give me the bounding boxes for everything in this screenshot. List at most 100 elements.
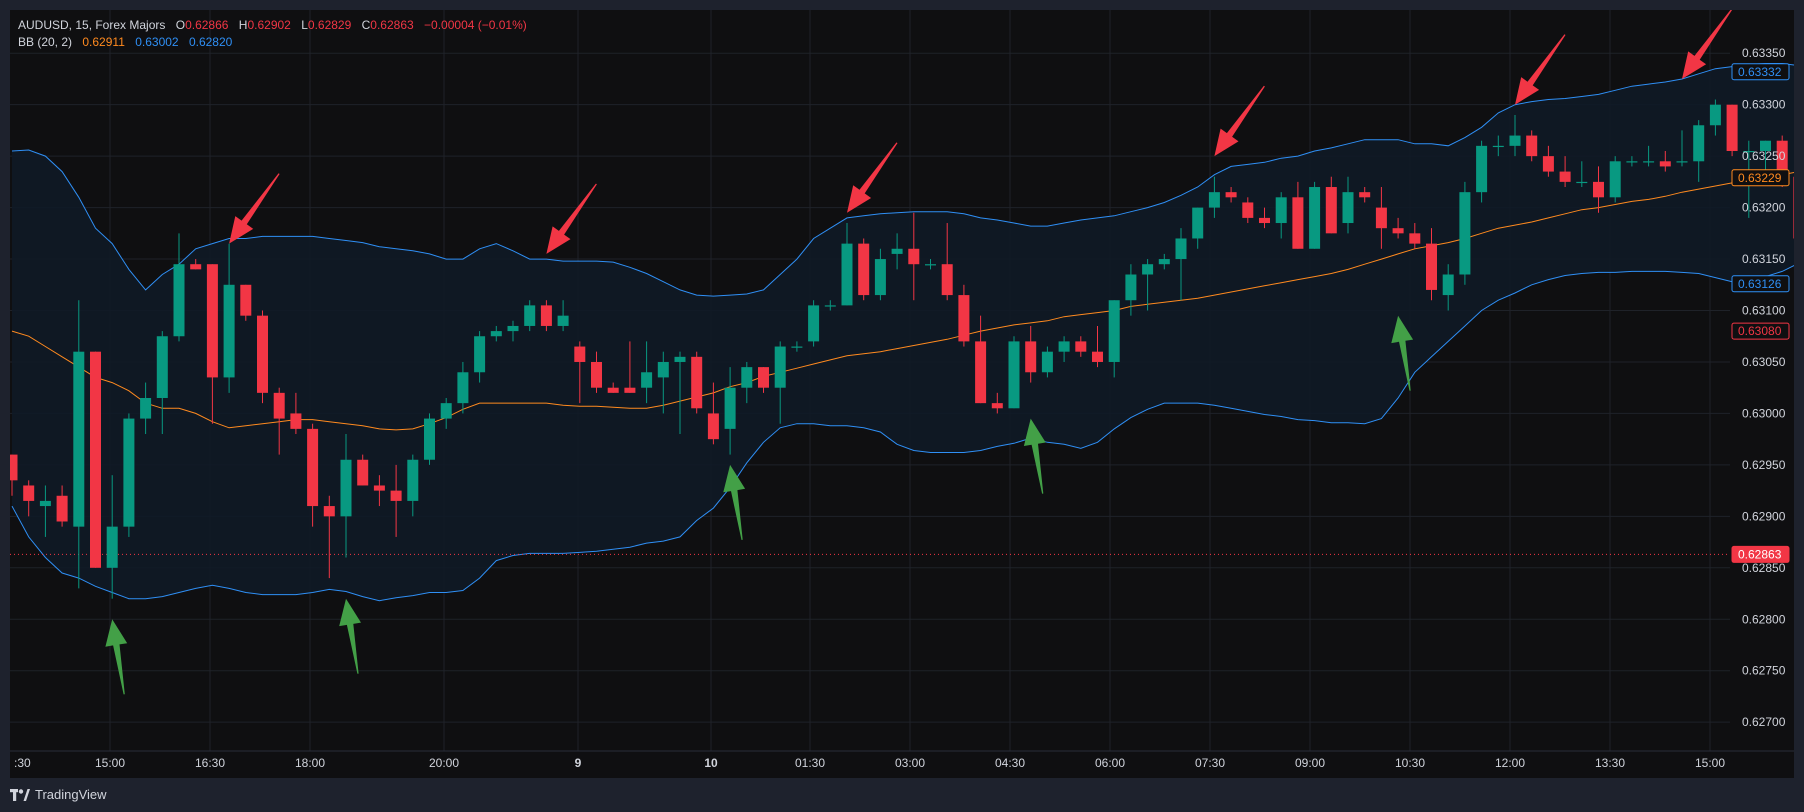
candle [39,485,51,537]
candle-body [758,367,769,388]
price-axis[interactable]: 0.63350 0.63300 0.63250 0.63200 0.63150 0.631… [1742,46,1786,729]
candle-body [156,336,168,398]
candle-body [1092,351,1103,362]
price-tick-label: 0.63100 [1742,304,1786,318]
candle-body [90,351,101,568]
candle [858,238,870,301]
price-tag: 0.63332 [1731,63,1790,81]
candle [273,387,285,455]
candle [758,367,769,393]
candle-body [691,356,703,409]
candle [1142,259,1154,311]
price-tag: 0.63126 [1731,275,1790,293]
candle [574,341,586,404]
candle [691,351,703,414]
candle [657,351,669,414]
candle-body [173,264,185,337]
bb-indicator-label: BB (20, 2) [18,35,73,49]
open-label: O [175,18,186,32]
candle-body [1526,135,1538,157]
price-tag: 0.63229 [1731,169,1790,187]
candle-body [323,506,335,517]
candle [407,454,419,517]
candlestick-chart[interactable]: 0.63350 0.63300 0.63250 0.63200 0.63150 0.631… [10,10,1794,778]
green-arrow-icon [1023,418,1046,494]
candle-body [975,341,987,404]
price-tag-label: 0.63126 [1738,277,1782,291]
ohlc-legend-row: AUDUSD, 15, Forex Majors O0.62866 H0.629… [18,17,527,34]
candle [123,413,135,537]
candle [206,264,218,424]
candle [1375,187,1387,249]
candle-body [1542,156,1554,172]
candle [908,212,920,301]
tradingview-logo-icon [10,788,30,801]
price-tag-box [1731,169,1790,187]
candle [607,382,619,393]
candle-body [1609,161,1621,198]
candle [1409,223,1421,249]
footer-bar: TradingView [10,778,1794,812]
time-tick-label: 20:00 [429,756,459,770]
green-arrow-icon [723,464,746,540]
candle [1008,336,1020,409]
close-value: 0.62863 [370,18,414,32]
candle-body [474,336,486,373]
candle-body [490,331,502,337]
symbol-label: AUDUSD, 15, Forex Majors [18,18,166,32]
price-tick-label: 0.62700 [1742,715,1786,729]
candle-body [1726,104,1738,151]
candle-body [607,387,619,393]
candle-body [190,264,202,270]
close-label: C [361,18,371,32]
candle [674,351,686,435]
candle-body [1142,264,1154,275]
candle-body [1576,181,1588,184]
candle-body [1459,192,1471,275]
time-tick-label: 09:00 [1295,756,1325,770]
candle-body [1225,192,1237,198]
candle [140,382,152,435]
candle [991,392,1003,414]
candle-body [1108,300,1120,362]
candle [774,341,786,424]
candle [1225,187,1237,203]
candle-body [1743,150,1755,153]
price-tag-label: 0.63229 [1738,171,1782,185]
candle [540,300,552,332]
candle-body [941,264,953,296]
candle [106,475,118,599]
candle-body [1342,192,1354,224]
candle-body [991,403,1003,409]
candle-body [1643,161,1655,163]
candle [1559,156,1571,188]
candle [1676,130,1688,167]
chart-pane[interactable]: 0.63350 0.63300 0.63250 0.63200 0.63150 0.631… [10,10,1794,778]
time-axis[interactable]: :30 15:00 16:30 18:00 20:00 9 10 01:30 03:00 04:3… [14,756,1725,770]
price-tag-label: 0.63080 [1738,324,1782,338]
low-label: L [301,18,308,32]
candle-body [1375,207,1387,229]
candle [1058,336,1070,362]
candle-body [1793,176,1794,239]
candle-body [557,315,569,326]
price-tick-label: 0.62850 [1742,561,1786,575]
candle [641,341,653,404]
candle-body [1492,145,1504,148]
price-tick-label: 0.63000 [1742,406,1786,420]
candle-body [140,397,152,419]
candle [791,341,803,352]
candle [557,300,569,332]
candle [1092,325,1103,368]
tradingview-brand[interactable]: TradingView [10,787,107,802]
candle [1426,228,1437,301]
candle [1593,166,1604,213]
candle [1392,217,1404,239]
time-tick-label: 01:30 [795,756,825,770]
candle-body [624,387,636,393]
candle-body [1776,140,1788,177]
candle-body [1409,233,1421,244]
candle [390,464,402,537]
candle-body [1041,351,1053,373]
candle-body [1275,197,1287,224]
